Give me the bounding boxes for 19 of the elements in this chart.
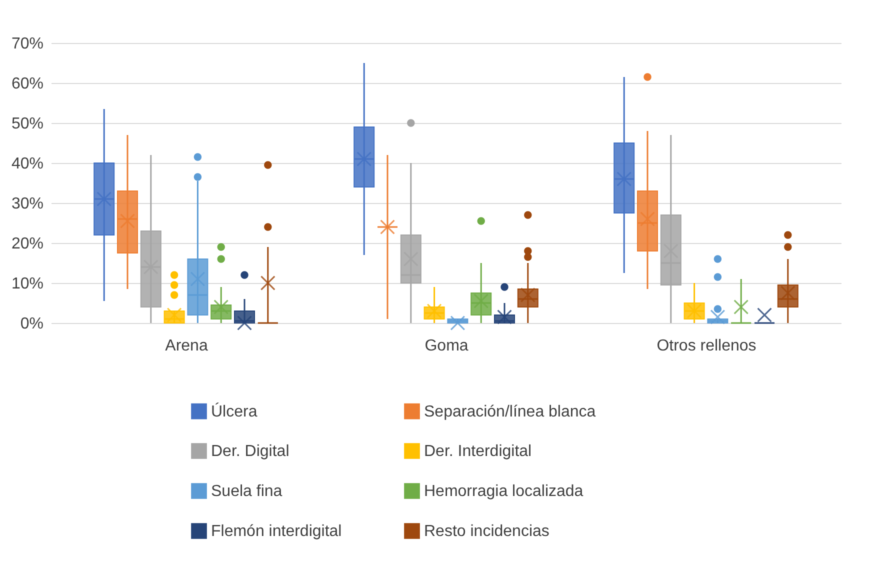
y-tick-label: 40% bbox=[11, 156, 44, 172]
y-tick-label: 70% bbox=[11, 36, 44, 52]
x-tick-label: Arena bbox=[165, 338, 208, 354]
y-tick-label: 30% bbox=[11, 196, 44, 212]
legend-label: Der. Interdigital bbox=[424, 443, 532, 460]
legend-label: Flemón interdigital bbox=[211, 523, 342, 540]
legend-label: Úlcera bbox=[211, 402, 258, 420]
y-tick-label: 20% bbox=[11, 236, 44, 252]
legend-label: Separación/línea blanca bbox=[424, 403, 596, 420]
y-tick-label: 50% bbox=[11, 116, 44, 132]
x-tick-label: Goma bbox=[424, 338, 468, 354]
legend-label: Suela fina bbox=[211, 483, 282, 500]
legend-label: Hemorragia localizada bbox=[424, 483, 584, 500]
y-tick-label: 10% bbox=[11, 276, 44, 292]
y-tick-label: 0% bbox=[20, 316, 44, 332]
x-tick-label: Otros rellenos bbox=[656, 338, 756, 354]
y-tick-label: 60% bbox=[11, 76, 44, 92]
legend-label: Der. Digital bbox=[211, 443, 290, 460]
legend-label: Resto incidencias bbox=[424, 523, 550, 540]
